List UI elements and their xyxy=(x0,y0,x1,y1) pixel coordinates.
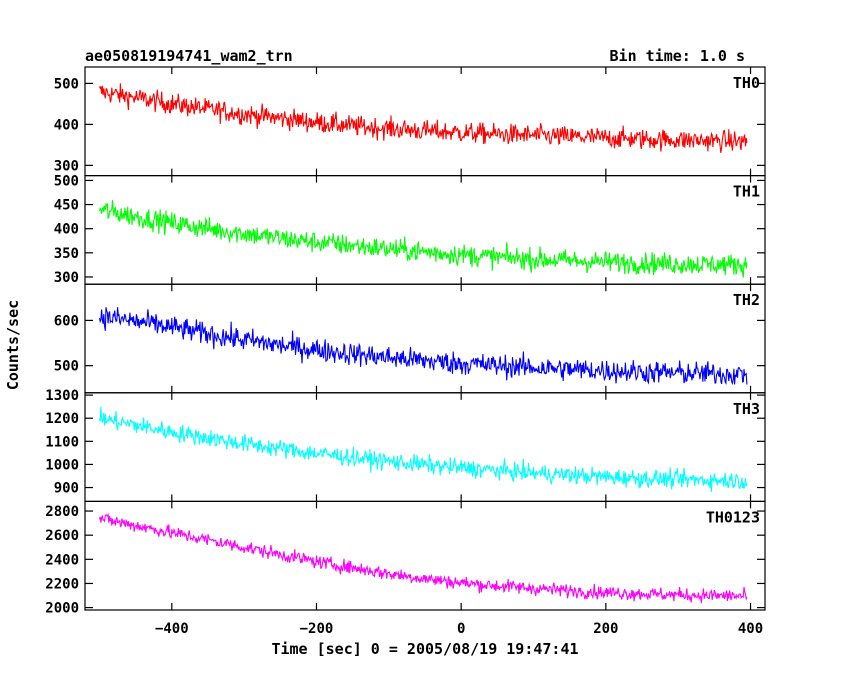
panel-label: TH0123 xyxy=(706,508,760,526)
panels: 300 400 500 TH0 300 350 400 450 500 TH1 500 600 TH2 9… xyxy=(45,66,766,617)
y-tick-label: 2000 xyxy=(45,601,79,617)
y-axis-label: Counts/sec xyxy=(4,300,22,390)
y-tick-label: 1100 xyxy=(45,434,79,450)
x-tick-label: 0 xyxy=(457,621,465,637)
x-axis-label: Time [sec] 0 = 2005/08/19 19:47:41 xyxy=(271,640,578,658)
y-tick-label: 1300 xyxy=(45,388,79,404)
y-tick-label: 300 xyxy=(54,270,79,286)
y-tick-label: 2600 xyxy=(45,528,79,544)
y-tick-label: 2400 xyxy=(45,552,79,568)
panel-th3: 900 1000 1100 1200 1300 TH3 xyxy=(45,388,766,502)
series-line-th1 xyxy=(98,200,748,278)
series-line-th2 xyxy=(98,307,748,385)
x-tick-label: −200 xyxy=(300,621,334,637)
panel-th0: 300 400 500 TH0 xyxy=(54,66,766,177)
y-tick-label: 400 xyxy=(54,222,79,238)
panel-frame xyxy=(84,66,766,177)
x-tick-labels: −400 −200 0 200 400 xyxy=(155,621,763,637)
panel-label: TH1 xyxy=(733,183,760,201)
x-tick-label: 400 xyxy=(738,621,763,637)
panel-th2: 500 600 TH2 xyxy=(54,283,766,394)
y-tick-label: 500 xyxy=(54,76,79,92)
panel-frame xyxy=(84,392,766,502)
panel-label: TH0 xyxy=(733,74,760,92)
y-tick-label: 300 xyxy=(54,158,79,174)
chart-title: ae050819194741_wam2_trn xyxy=(85,47,293,65)
x-tick-label: −400 xyxy=(155,621,189,637)
y-tick-label: 400 xyxy=(54,117,79,133)
y-tick-label: 450 xyxy=(54,198,79,214)
panel-th1: 300 350 400 450 500 TH1 xyxy=(54,173,766,286)
x-tick-label: 200 xyxy=(593,621,618,637)
y-tick-label: 1000 xyxy=(45,457,79,473)
series-line-th0123 xyxy=(98,513,748,604)
panel-th0123: 2000 2200 2400 2600 2800 TH0123 xyxy=(45,500,766,617)
panel-frame xyxy=(84,283,766,394)
series-line-th0 xyxy=(98,83,748,153)
bin-time-label: Bin time: 1.0 s xyxy=(610,47,745,65)
panel-label: TH2 xyxy=(733,291,760,309)
y-tick-label: 1200 xyxy=(45,411,79,427)
y-tick-label: 600 xyxy=(54,313,79,329)
y-tick-label: 2800 xyxy=(45,504,79,520)
panel-label: TH3 xyxy=(733,400,760,418)
y-tick-label: 900 xyxy=(54,481,79,497)
panel-frame xyxy=(84,500,766,611)
y-tick-label: 2200 xyxy=(45,576,79,592)
y-tick-label: 500 xyxy=(54,173,79,189)
series-line-th3 xyxy=(98,406,748,492)
y-tick-label: 350 xyxy=(54,246,79,262)
y-tick-label: 500 xyxy=(54,359,79,375)
